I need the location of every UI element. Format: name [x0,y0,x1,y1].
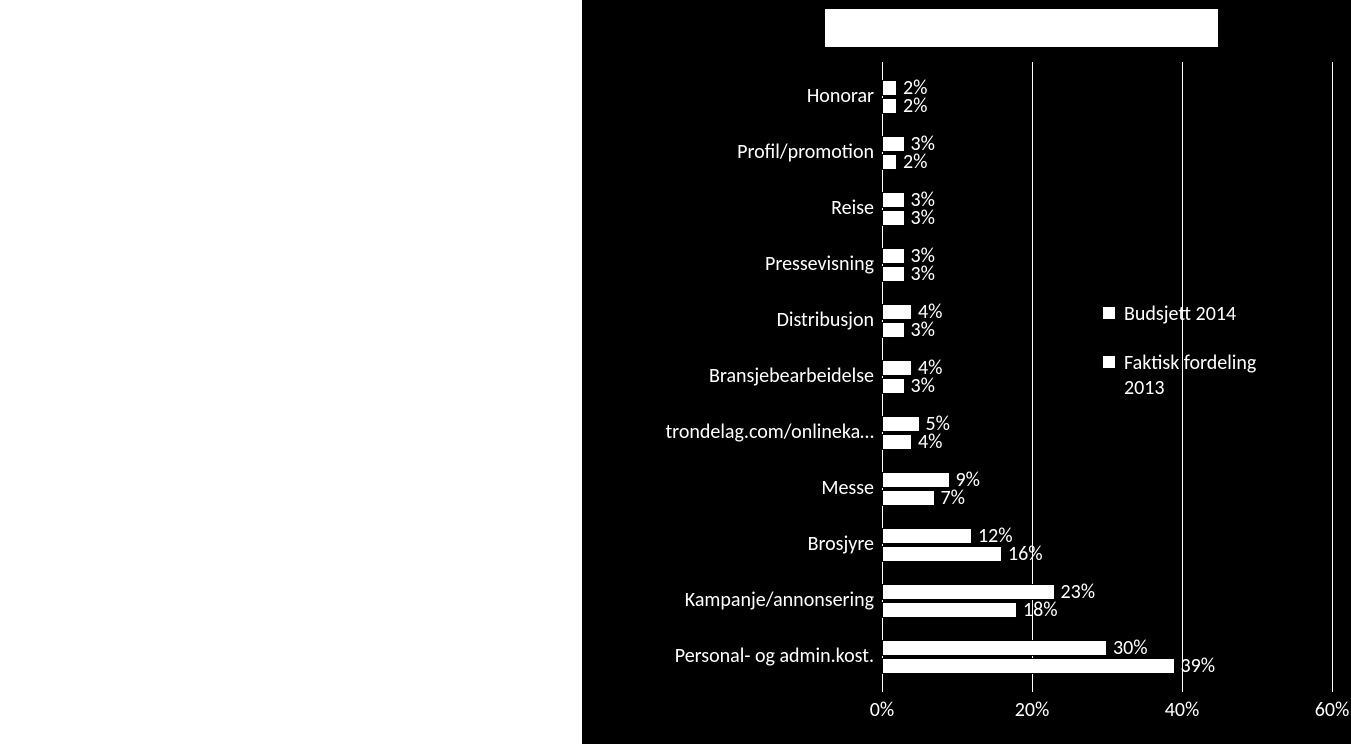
x-tick-label: 20% [1015,698,1050,722]
category-label: Profil/promotion [737,140,882,164]
bar-value-label: 23% [1061,580,1096,604]
bar-value-label: 16% [1008,542,1043,566]
bar [882,472,950,488]
bar [882,378,905,394]
x-tick-label: 60% [1315,698,1350,722]
legend-label: Budsjett 2014 [1124,302,1236,327]
bar [882,360,912,376]
bar [882,546,1002,562]
bar [882,304,912,320]
bar [882,192,905,208]
bar-value-label: 2% [903,94,927,118]
bar [882,154,897,170]
legend-item: Budsjett 2014 [1102,302,1256,327]
category-label: Distribusjon [777,308,882,332]
left-blank-panel [0,0,582,744]
bar-value-label: 3% [911,206,935,230]
gridline [1332,62,1333,692]
legend-label: Faktisk fordeling2013 [1124,351,1256,401]
category-label: Personal- og admin.kost. [675,644,882,668]
bar [882,658,1175,674]
category-label: Reise [831,196,882,220]
bar [882,210,905,226]
category-label: Pressevisning [765,252,882,276]
category-label: Honorar [807,84,882,108]
x-tick-label: 40% [1165,698,1200,722]
bar [882,434,912,450]
bar [882,266,905,282]
bar [882,80,897,96]
bar-value-label: 7% [941,486,965,510]
chart-area: 0% 20% 40% 60% Honorar 2% 2% Profil/promotion 3%… [582,0,1351,744]
category-label: Messe [821,476,882,500]
chart-title-box [824,8,1219,48]
bar-value-label: 39% [1181,654,1216,678]
bar [882,602,1017,618]
bar-value-label: 3% [911,374,935,398]
x-tick-label: 0% [870,698,894,722]
bar [882,416,920,432]
bar [882,322,905,338]
bar [882,490,935,506]
bar-value-label: 18% [1023,598,1058,622]
bar [882,136,905,152]
bar-value-label: 30% [1113,636,1148,660]
category-label: Bransjebearbeidelse [709,364,882,388]
bar [882,248,905,264]
legend-swatch [1102,306,1116,320]
category-label: trondelag.com/onlineka… [665,420,882,444]
bar [882,98,897,114]
bar-value-label: 2% [903,150,927,174]
bar-value-label: 4% [918,430,942,454]
legend-item: Faktisk fordeling2013 [1102,351,1256,401]
bar [882,640,1107,656]
bar-value-label: 3% [911,262,935,286]
legend: Budsjett 2014 Faktisk fordeling2013 [1102,302,1256,425]
bar [882,528,972,544]
category-label: Kampanje/annonsering [685,588,882,612]
legend-swatch [1102,355,1116,369]
category-label: Brosjyre [808,532,882,556]
bar-value-label: 3% [911,318,935,342]
